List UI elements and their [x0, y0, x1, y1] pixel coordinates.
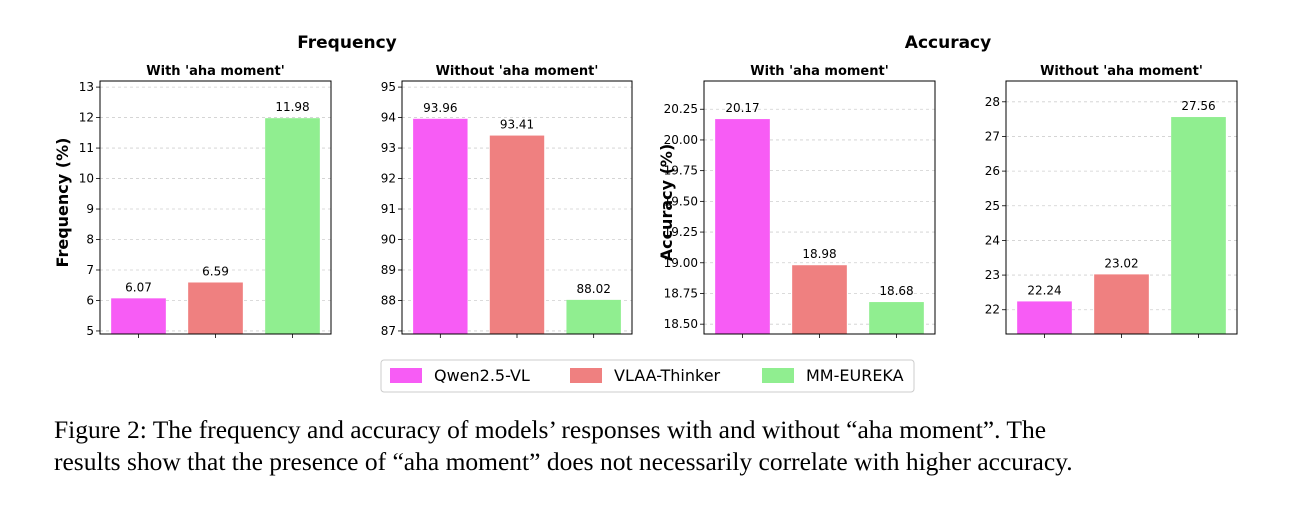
bar-1	[715, 119, 770, 334]
y-tick-label: 19.50	[664, 194, 698, 208]
y-axis-label: Accuracy (%)	[657, 144, 676, 262]
y-tick-label: 26	[985, 164, 1000, 178]
bar-3	[566, 299, 621, 334]
y-tick-label: 93	[381, 141, 396, 155]
bar-1	[413, 118, 468, 334]
y-tick-label: 94	[381, 111, 396, 125]
y-tick-label: 9	[86, 202, 94, 216]
y-tick-label: 88	[381, 293, 396, 307]
panel-3: 18.50 18.75 19.00 19.25 19.50 19.75 20.00 20.25…	[657, 64, 936, 338]
group-title-frequency: Frequency	[297, 33, 397, 53]
y-tick-label: 12	[79, 111, 94, 125]
axes-frame	[401, 80, 633, 335]
y-tick-label: 91	[381, 202, 396, 216]
legend-swatch-mmeureka	[762, 368, 794, 383]
y-tick-label: 20.25	[664, 102, 698, 116]
y-tick-label: 25	[985, 199, 1000, 213]
subplot-title: With 'aha moment'	[750, 64, 888, 79]
legend-label-vlaa: VLAA-Thinker	[614, 366, 721, 385]
figure-canvas: Frequency Accuracy 56789101112136.076.59…	[53, 33, 1238, 393]
data-label-2: 23.02	[1104, 256, 1138, 270]
legend-swatch-qwen	[390, 368, 422, 383]
legend-label-mmeureka: MM-EUREKA	[806, 366, 904, 385]
caption-line-1: Figure 2: The frequency and accuracy of …	[54, 415, 1047, 444]
caption-line-2: results show that the presence of “aha m…	[54, 447, 1073, 476]
panel-1: 5 6 7 8 9 10 11 12 13 6.07 6.59 11.98 With 'aha mome…	[53, 64, 332, 338]
subplot-title: Without 'aha moment'	[1040, 64, 1203, 79]
y-tick-label: 90	[381, 233, 396, 247]
y-tick-label: 11	[79, 141, 94, 155]
legend-label-qwen: Qwen2.5-VL	[434, 366, 530, 385]
y-tick-label: 8	[86, 233, 94, 247]
data-label-3: 18.68	[879, 284, 913, 298]
data-label-3: 11.98	[275, 100, 309, 114]
bar-3	[1171, 117, 1226, 334]
y-tick-label: 92	[381, 172, 396, 186]
y-tick-label: 13	[79, 80, 94, 94]
data-label-1: 20.17	[725, 101, 759, 115]
panel-4: 22 23 24 25 26 27 28 22.24 23.02 27.56 Without 'ah…	[985, 64, 1238, 338]
figure-caption: Figure 2: The frequency and accuracy of …	[54, 414, 1254, 478]
y-tick-label: 5	[86, 324, 94, 338]
axes-frame	[703, 80, 936, 335]
bar-2	[1094, 274, 1149, 334]
data-label-2: 93.41	[500, 118, 534, 132]
bar-3	[265, 118, 320, 334]
legend: Qwen2.5-VL VLAA-Thinker MM-EUREKA	[380, 359, 915, 393]
subplot-title: Without 'aha moment'	[436, 64, 599, 79]
y-tick-label: 95	[381, 80, 396, 94]
panel-2: 87 88 89 90 91 92 93 94 95 93.96 93.41 88.02 Without…	[381, 64, 633, 338]
y-tick-label: 19.25	[664, 225, 698, 239]
bar-2	[489, 135, 545, 334]
legend-swatch-vlaa	[570, 368, 602, 383]
y-tick-label: 19.75	[664, 164, 698, 178]
data-label-2: 6.59	[202, 264, 229, 278]
data-label-1: 22.24	[1027, 283, 1061, 297]
y-axis-label: Frequency (%)	[53, 138, 72, 268]
data-label-2: 18.98	[802, 247, 836, 261]
bar-2	[792, 265, 847, 334]
y-tick-label: 19.00	[664, 256, 698, 270]
group-title-accuracy: Accuracy	[905, 33, 991, 53]
y-tick-label: 89	[381, 263, 396, 277]
y-tick-label: 18.50	[664, 317, 698, 331]
bar-3	[869, 302, 924, 334]
data-label-3: 27.56	[1181, 99, 1215, 113]
bar-1	[111, 298, 166, 334]
y-tick-label: 10	[79, 172, 94, 186]
axes-frame	[1005, 80, 1238, 335]
y-tick-label: 87	[381, 324, 396, 338]
y-tick-label: 22	[985, 303, 1000, 317]
y-tick-label: 28	[985, 95, 1000, 109]
subplot-title: With 'aha moment'	[146, 64, 284, 79]
y-tick-label: 27	[985, 129, 1000, 143]
data-label-1: 6.07	[125, 280, 152, 294]
y-tick-label: 6	[86, 293, 94, 307]
y-tick-label: 18.75	[664, 286, 698, 300]
y-tick-label: 23	[985, 268, 1000, 282]
data-label-1: 93.96	[423, 101, 457, 115]
y-tick-label: 20.00	[664, 133, 698, 147]
data-label-3: 88.02	[576, 282, 610, 296]
y-tick-label: 24	[985, 233, 1000, 247]
bar-2	[188, 282, 243, 334]
y-tick-label: 7	[86, 263, 94, 277]
bar-1	[1017, 301, 1072, 334]
axes-frame	[99, 80, 332, 335]
